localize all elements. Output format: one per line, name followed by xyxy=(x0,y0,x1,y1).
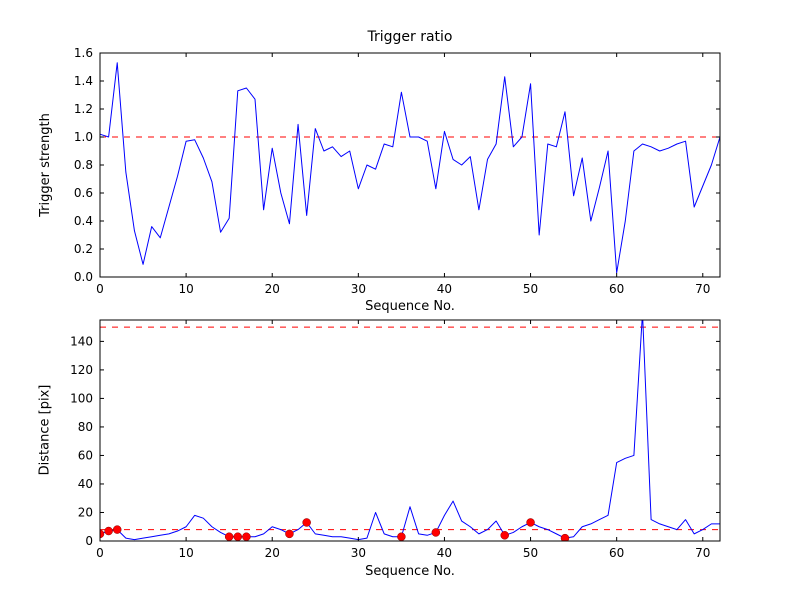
event-marker xyxy=(397,532,406,541)
y-tick-label: 120 xyxy=(70,363,93,377)
event-marker xyxy=(233,532,243,541)
distance-line xyxy=(99,319,720,541)
event-marker xyxy=(500,531,509,540)
y-tick-label: 1.0 xyxy=(74,130,93,144)
x-tick-label: 20 xyxy=(265,546,280,560)
y-tick-label: 1.4 xyxy=(74,74,93,88)
y-tick-label: 0 xyxy=(85,534,93,548)
event-marker xyxy=(431,528,441,537)
x-tick-label: 40 xyxy=(437,282,452,296)
y-tick-label: 0.2 xyxy=(74,242,93,256)
y-tick-label: 0.0 xyxy=(74,270,93,284)
event-marker xyxy=(285,529,294,539)
top-y-axis-label: Trigger strength xyxy=(38,113,53,217)
y-tick-label: 20 xyxy=(78,505,93,519)
event-marker xyxy=(242,532,251,541)
y-tick-label: 80 xyxy=(78,420,93,434)
x-tick-label: 60 xyxy=(609,546,624,560)
x-tick-label: 50 xyxy=(523,282,538,296)
y-tick-label: 1.2 xyxy=(74,102,93,116)
event-marker xyxy=(112,525,122,534)
event-marker xyxy=(302,518,311,527)
y-tick-label: 40 xyxy=(78,477,93,491)
y-tick-label: 1.6 xyxy=(74,46,93,60)
x-tick-label: 10 xyxy=(178,282,193,296)
x-tick-label: 70 xyxy=(695,282,710,296)
event-marker xyxy=(104,526,113,536)
event-marker xyxy=(560,533,570,542)
x-tick-label: 50 xyxy=(523,546,538,560)
axes-frame xyxy=(99,319,721,542)
y-tick-label: 100 xyxy=(70,391,93,405)
bottom-y-axis-label: Distance [pix] xyxy=(37,384,53,476)
x-tick-label: 60 xyxy=(609,282,624,296)
x-tick-label: 0 xyxy=(96,546,104,560)
y-tick-label: 0.4 xyxy=(74,214,93,228)
event-marker xyxy=(224,532,234,541)
y-tick-label: 60 xyxy=(78,448,93,462)
x-tick-label: 0 xyxy=(96,282,104,296)
x-tick-label: 30 xyxy=(351,282,366,296)
x-tick-label: 20 xyxy=(265,282,280,296)
top-x-axis-label: Sequence No. xyxy=(365,299,455,314)
chart-title: Trigger ratio xyxy=(367,29,453,45)
trigger-strength-line xyxy=(99,62,721,274)
y-tick-label: 140 xyxy=(70,334,93,348)
axes-frame xyxy=(99,52,721,278)
x-tick-label: 70 xyxy=(695,546,710,560)
x-tick-label: 40 xyxy=(437,546,452,560)
y-tick-label: 0.8 xyxy=(74,158,93,172)
x-tick-label: 30 xyxy=(351,546,366,560)
trigger-event-markers xyxy=(99,518,570,542)
y-tick-label: 0.6 xyxy=(74,186,93,200)
bottom-x-axis-label: Sequence No. xyxy=(365,564,455,579)
x-tick-label: 10 xyxy=(178,546,193,560)
event-marker xyxy=(526,518,535,527)
